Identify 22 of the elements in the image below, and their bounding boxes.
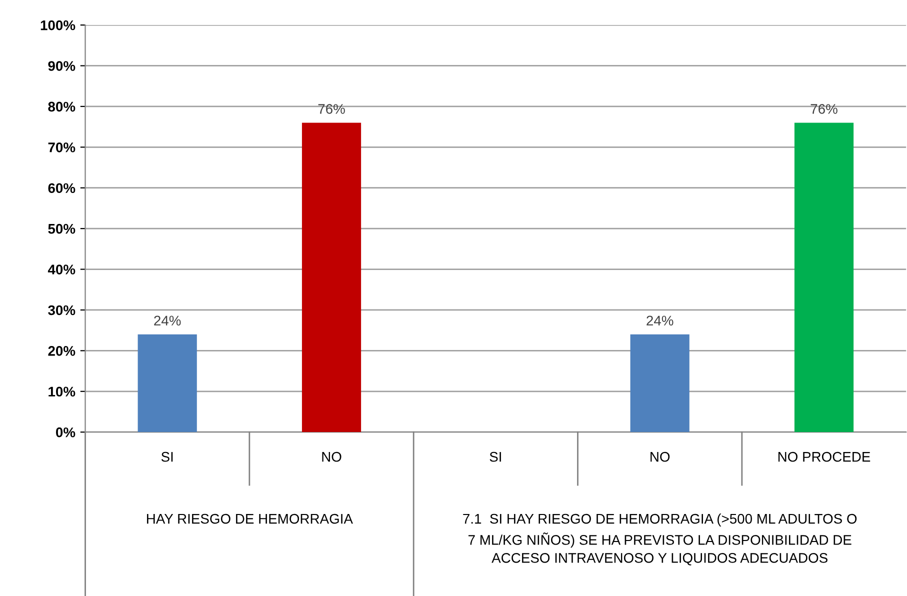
text: 7.1 SI HAY RIESGO DE HEMORRAGIA (>500 ML ADULTOS O 7 ML/KG NIÑOS) SE HA PREVISTO LA DISPONIBILIDAD DE ACCESO INTRAVENOSO Y LIQUIDOS ADECUADOS (463, 514, 857, 566)
y-tick-label: 50% (48, 224, 76, 234)
data-label: 76% (810, 104, 838, 114)
y-tick-label: 90% (48, 61, 76, 71)
x-tick-label: SI (161, 452, 173, 462)
y-tick-label: 100% (40, 20, 76, 30)
x-tick-label: NO (650, 452, 670, 462)
x-tick-label: NO (322, 452, 342, 462)
data-label: 24% (646, 316, 674, 326)
y-tick-label: 10% (48, 386, 76, 397)
y-tick-label: 60% (48, 183, 76, 194)
data-label: 76% (318, 104, 345, 114)
x-tick-label: NO PROCEDE (778, 452, 870, 462)
data-label: 24% (154, 316, 181, 326)
x-tick-label: SI (490, 452, 501, 462)
y-tick-label: 20% (48, 346, 76, 356)
y-tick-label: 40% (48, 264, 76, 274)
text: HAY RIESGO DE HEMORRAGIA (147, 514, 353, 524)
y-tick-label: 0% (56, 427, 76, 438)
y-tick-label: 70% (48, 142, 76, 152)
y-tick-label: 80% (48, 102, 76, 112)
y-tick-label: 30% (48, 305, 76, 316)
